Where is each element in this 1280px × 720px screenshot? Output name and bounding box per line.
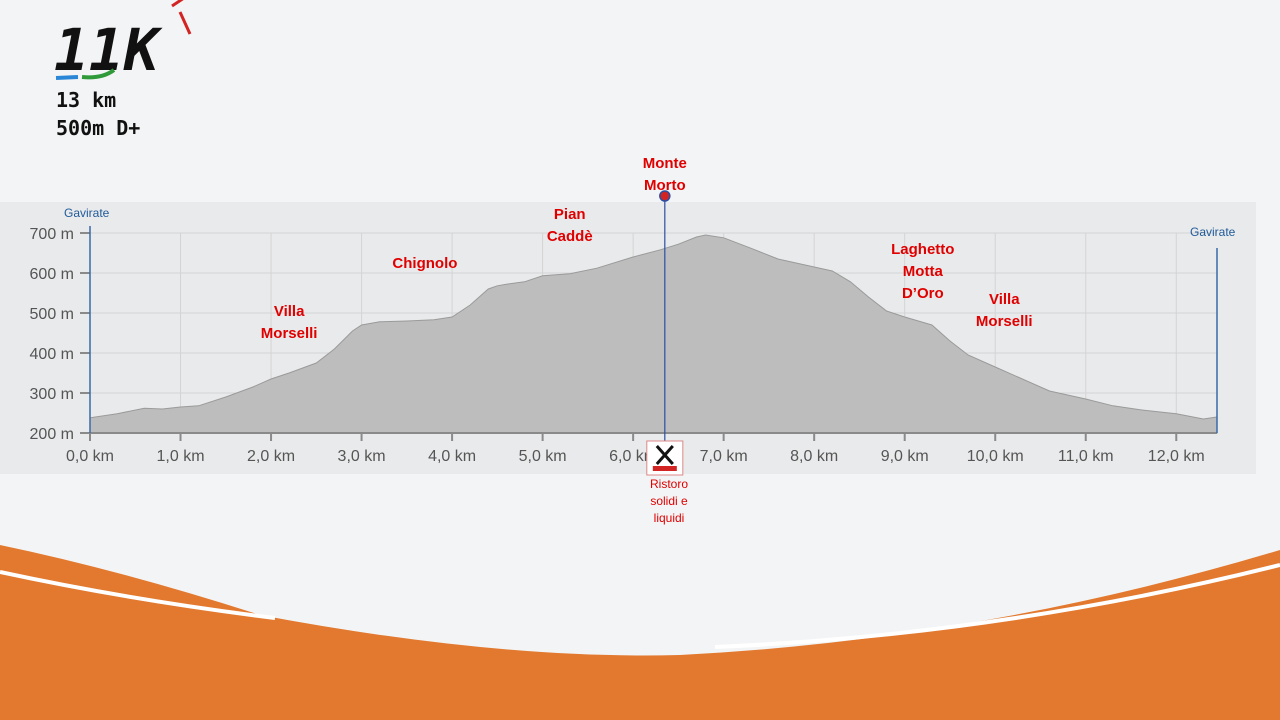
y-tick-label: 600 m bbox=[30, 266, 74, 283]
summit-marker-dot bbox=[659, 190, 671, 202]
chart-axes bbox=[80, 232, 1217, 441]
x-tick-label: 8,0 km bbox=[790, 448, 838, 465]
x-tick-label: 11,0 km bbox=[1058, 448, 1114, 465]
x-tick-label: 0,0 km bbox=[66, 448, 114, 465]
fork-knife-icon bbox=[655, 445, 674, 465]
x-tick-label: 12,0 km bbox=[1148, 448, 1205, 465]
town-label: Gavirate bbox=[1190, 225, 1236, 239]
elevation-area bbox=[89, 234, 1218, 434]
x-tick-label: 7,0 km bbox=[700, 448, 748, 465]
town-label: Gavirate bbox=[64, 206, 110, 220]
x-tick-label: 10,0 km bbox=[967, 448, 1024, 465]
logo-text: 11K bbox=[54, 16, 163, 80]
y-tick-labels: 200 m 300 m 400 m 500 m 600 m 700 m bbox=[30, 226, 74, 443]
landmark-label: Villa Morselli bbox=[260, 303, 318, 342]
logo-red-swoosh bbox=[171, 0, 192, 35]
landmark-label: Villa Morselli bbox=[975, 291, 1033, 330]
footer-orange-wave bbox=[0, 545, 1280, 720]
landmark-label: Chignolo bbox=[392, 255, 458, 272]
x-tick-label: 4,0 km bbox=[428, 448, 476, 465]
logo-blue-stroke bbox=[55, 75, 79, 80]
y-tick-label: 500 m bbox=[30, 306, 74, 323]
footer-white-curve-right bbox=[714, 563, 1280, 649]
logo-green-stroke bbox=[81, 68, 116, 80]
y-tick-label: 700 m bbox=[30, 226, 74, 243]
race-distance: 13 km bbox=[56, 88, 117, 112]
landmark-label: Laghetto Motta D’Oro bbox=[891, 241, 955, 302]
y-tick-label: 300 m bbox=[30, 386, 74, 403]
x-tick-label: 9,0 km bbox=[881, 448, 929, 465]
aid-station-icon-band bbox=[652, 466, 677, 471]
y-tick-label: 200 m bbox=[30, 426, 74, 443]
x-tick-label: 1,0 km bbox=[157, 448, 205, 465]
footer-white-curve-left bbox=[0, 570, 276, 620]
race-elevation-gain: 500m D+ bbox=[56, 116, 141, 140]
y-tick-label: 400 m bbox=[30, 346, 74, 363]
x-tick-label: 6,0 km bbox=[609, 448, 657, 465]
x-tick-labels: 0,0 km 1,0 km 2,0 km 3,0 km 4,0 km 5,0 km 6,0 … bbox=[66, 448, 1205, 465]
chart-markers bbox=[89, 190, 1218, 476]
race-logo: 11K bbox=[54, 0, 192, 80]
landmark-label: Monte Morto bbox=[642, 155, 687, 194]
footer-wave bbox=[0, 545, 1280, 720]
x-tick-label: 5,0 km bbox=[519, 448, 567, 465]
landmark-label: Pian Caddè bbox=[546, 206, 593, 245]
x-tick-label: 2,0 km bbox=[247, 448, 295, 465]
x-tick-label: 3,0 km bbox=[338, 448, 386, 465]
aid-station-label: Ristoro solidi e liquidi bbox=[649, 477, 688, 525]
